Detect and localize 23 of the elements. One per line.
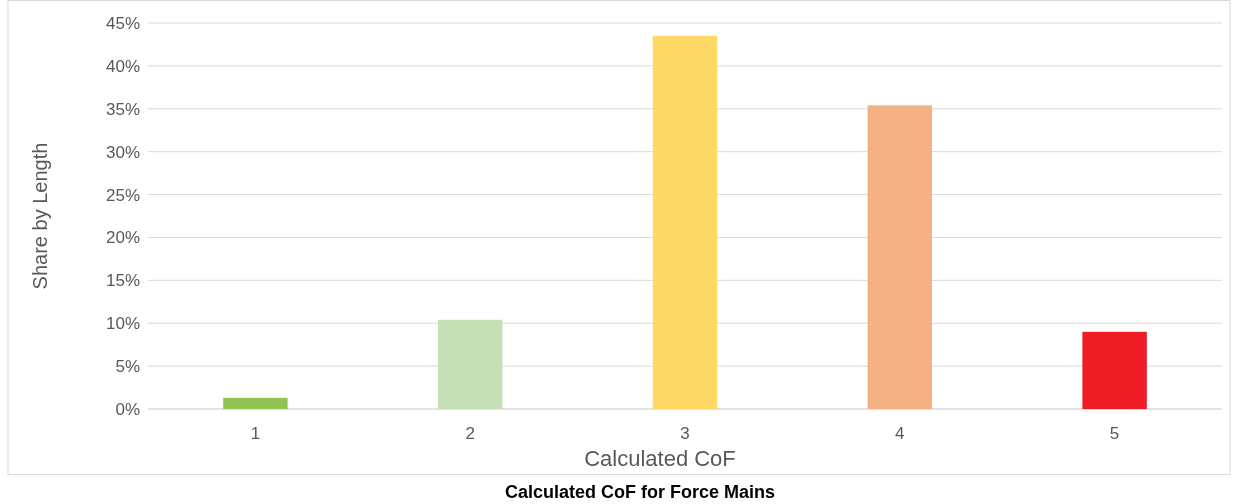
x-tick-label: 5 (1109, 424, 1120, 443)
y-axis-title: Share by Length (29, 142, 51, 290)
y-tick-label: 35% (105, 99, 140, 119)
y-tick-label: 30% (105, 142, 140, 162)
bar (1082, 331, 1147, 409)
x-tick-label: 1 (250, 424, 261, 443)
y-tick-label: 40% (105, 56, 140, 76)
y-tick-label: 10% (105, 314, 140, 334)
x-tick-label: 4 (895, 424, 905, 443)
bar (652, 35, 718, 409)
y-tick-label: 15% (105, 271, 140, 291)
bar (437, 319, 503, 409)
y-tick-label: 45% (105, 13, 140, 33)
y-tick-label: 5% (115, 357, 140, 377)
y-tick-label: 20% (105, 228, 140, 248)
y-tick-label: 0% (115, 399, 140, 419)
x-axis-title: Calculated CoF (584, 446, 736, 471)
x-tick-label: 2 (465, 424, 475, 443)
text: Calculated CoF for Force Mains (504, 482, 776, 502)
bar (867, 105, 933, 409)
y-tick-label: 25% (105, 185, 140, 205)
x-tick-label: 3 (680, 424, 690, 443)
bar (223, 397, 288, 409)
